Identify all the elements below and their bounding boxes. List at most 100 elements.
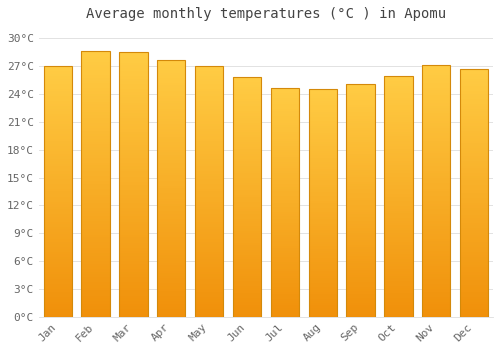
Bar — [384, 79, 412, 81]
Bar — [308, 155, 337, 158]
Bar — [422, 68, 450, 70]
Bar — [270, 107, 299, 109]
Bar — [195, 262, 224, 264]
Bar — [119, 113, 148, 116]
Bar — [233, 276, 261, 279]
Bar — [195, 119, 224, 121]
Bar — [157, 294, 186, 296]
Bar — [157, 227, 186, 229]
Bar — [233, 281, 261, 283]
Bar — [195, 294, 224, 297]
Bar — [460, 76, 488, 79]
Bar — [119, 158, 148, 161]
Bar — [346, 93, 375, 96]
Bar — [422, 166, 450, 168]
Bar — [422, 244, 450, 246]
Bar — [384, 274, 412, 276]
Bar — [195, 302, 224, 304]
Bar — [308, 226, 337, 228]
Bar — [422, 261, 450, 264]
Bar — [119, 166, 148, 169]
Bar — [233, 175, 261, 178]
Bar — [119, 63, 148, 65]
Bar — [384, 283, 412, 286]
Bar — [384, 192, 412, 194]
Bar — [233, 94, 261, 97]
Bar — [460, 240, 488, 243]
Bar — [270, 166, 299, 168]
Bar — [422, 65, 450, 317]
Bar — [82, 184, 110, 187]
Bar — [460, 287, 488, 289]
Bar — [119, 87, 148, 89]
Bar — [346, 305, 375, 308]
Bar — [346, 91, 375, 93]
Bar — [233, 216, 261, 219]
Bar — [44, 259, 72, 262]
Bar — [270, 180, 299, 182]
Bar — [384, 225, 412, 228]
Bar — [157, 96, 186, 98]
Bar — [308, 153, 337, 155]
Bar — [44, 116, 72, 119]
Bar — [270, 189, 299, 191]
Bar — [422, 178, 450, 181]
Bar — [270, 177, 299, 180]
Bar — [119, 293, 148, 296]
Bar — [157, 194, 186, 196]
Bar — [346, 133, 375, 135]
Bar — [233, 195, 261, 197]
Bar — [422, 274, 450, 276]
Bar — [422, 251, 450, 254]
Bar — [422, 173, 450, 176]
Bar — [119, 111, 148, 113]
Bar — [384, 93, 412, 96]
Bar — [384, 302, 412, 305]
Bar — [422, 211, 450, 213]
Bar — [157, 234, 186, 237]
Bar — [460, 143, 488, 146]
Bar — [195, 79, 224, 81]
Bar — [308, 167, 337, 169]
Bar — [119, 227, 148, 230]
Bar — [270, 273, 299, 276]
Bar — [44, 237, 72, 239]
Bar — [422, 201, 450, 204]
Bar — [308, 137, 337, 139]
Bar — [270, 175, 299, 177]
Bar — [82, 221, 110, 224]
Bar — [346, 193, 375, 196]
Bar — [195, 114, 224, 116]
Bar — [157, 98, 186, 101]
Bar — [346, 301, 375, 303]
Bar — [82, 149, 110, 152]
Bar — [308, 146, 337, 148]
Bar — [233, 226, 261, 228]
Bar — [119, 52, 148, 55]
Bar — [119, 169, 148, 171]
Bar — [119, 267, 148, 269]
Bar — [195, 109, 224, 111]
Bar — [157, 124, 186, 127]
Bar — [460, 294, 488, 297]
Bar — [195, 181, 224, 184]
Bar — [157, 260, 186, 263]
Bar — [195, 89, 224, 91]
Bar — [157, 62, 186, 65]
Bar — [346, 152, 375, 154]
Bar — [308, 162, 337, 164]
Bar — [308, 148, 337, 151]
Bar — [195, 244, 224, 247]
Bar — [119, 155, 148, 158]
Bar — [233, 171, 261, 173]
Bar — [44, 217, 72, 219]
Bar — [270, 294, 299, 296]
Bar — [308, 114, 337, 117]
Bar — [346, 226, 375, 228]
Bar — [384, 177, 412, 180]
Bar — [44, 279, 72, 282]
Bar — [233, 266, 261, 269]
Bar — [270, 148, 299, 150]
Bar — [460, 183, 488, 186]
Bar — [308, 237, 337, 239]
